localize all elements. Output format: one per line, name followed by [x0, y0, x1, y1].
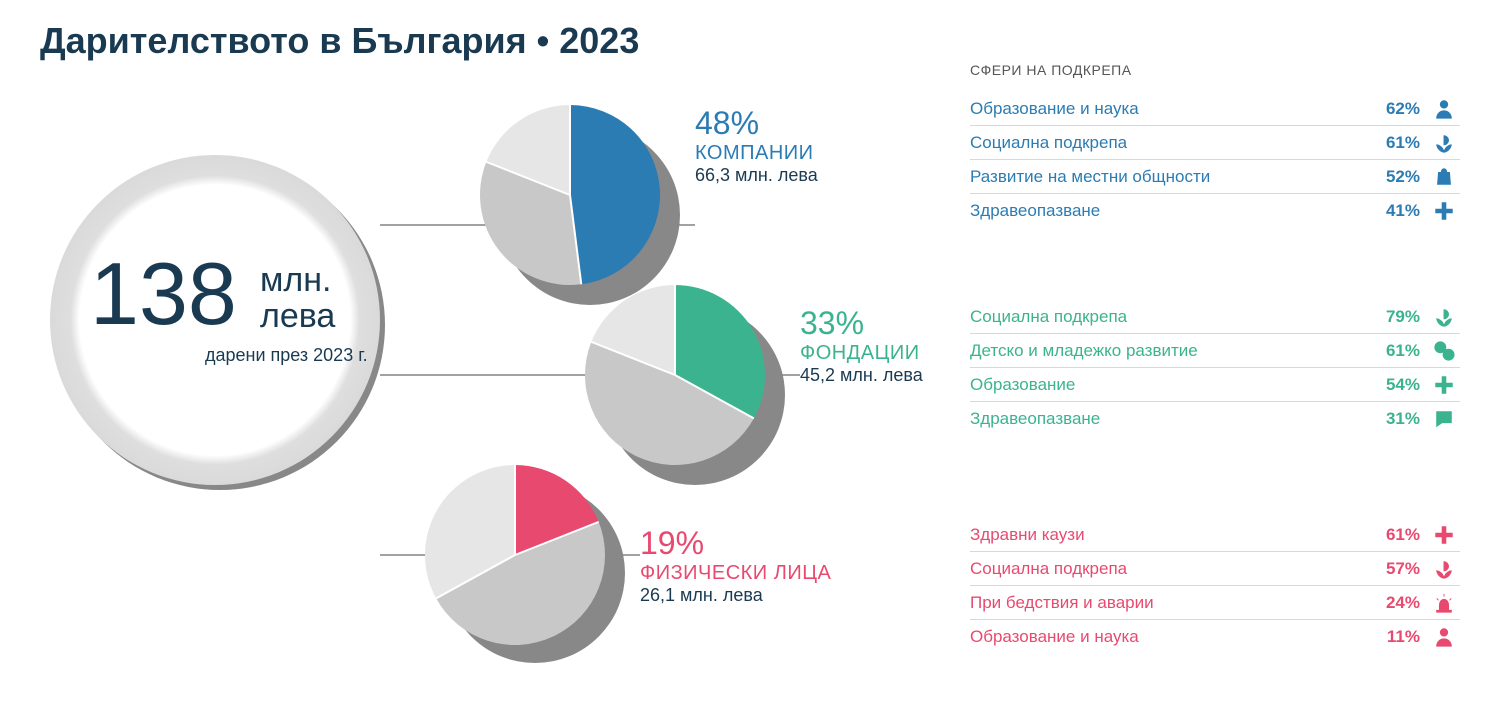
area-pct: 61% [1373, 525, 1428, 545]
smiles-icon [1428, 340, 1460, 362]
page-title: Дарителството в България • 2023 [40, 20, 639, 62]
area-label: Социална подкрепа [970, 307, 1373, 327]
plant-icon [1428, 132, 1460, 154]
areas-header: СФЕРИ НА ПОДКРЕПА [970, 62, 1132, 78]
area-label: Здравеопазване [970, 201, 1373, 221]
area-pct: 11% [1373, 627, 1428, 647]
donor-label-individuals: 19%ФИЗИЧЕСКИ ЛИЦА26,1 млн. лева [640, 525, 831, 606]
area-label: Детско и младежко развитие [970, 341, 1373, 361]
pie-chart-individuals [425, 465, 605, 645]
area-row: Развитие на местни общности52% [970, 160, 1460, 194]
pie-chart-companies [480, 105, 660, 285]
donor-name: ФИЗИЧЕСКИ ЛИЦА [640, 562, 831, 585]
plant-icon [1428, 306, 1460, 328]
area-label: Развитие на местни общности [970, 167, 1373, 187]
plant-icon [1428, 558, 1460, 580]
main-total-circle: 138 млн.лева дарени през 2023 г. [50, 155, 380, 485]
area-label: Здравеопазване [970, 409, 1373, 429]
area-row: Социална подкрепа79% [970, 300, 1460, 334]
total-subnote: дарени през 2023 г. [205, 345, 368, 366]
plus-icon [1428, 524, 1460, 546]
area-label: Здравни каузи [970, 525, 1373, 545]
siren-icon [1428, 592, 1460, 614]
donor-percent: 19% [640, 525, 831, 562]
areas-block-individuals: Здравни каузи61%Социална подкрепа57%При … [970, 518, 1460, 654]
area-pct: 57% [1373, 559, 1428, 579]
area-pct: 41% [1373, 201, 1428, 221]
area-row: Здравни каузи61% [970, 518, 1460, 552]
area-row: Здравеопазване41% [970, 194, 1460, 228]
area-pct: 61% [1373, 341, 1428, 361]
areas-block-companies: Образование и наука62%Социална подкрепа6… [970, 92, 1460, 228]
area-pct: 79% [1373, 307, 1428, 327]
area-label: Социална подкрепа [970, 559, 1373, 579]
area-row: Образование и наука62% [970, 92, 1460, 126]
area-pct: 31% [1373, 409, 1428, 429]
person-icon [1428, 98, 1460, 120]
speech-icon [1428, 408, 1460, 430]
area-label: При бедствия и аварии [970, 593, 1373, 613]
area-pct: 62% [1373, 99, 1428, 119]
plus-icon [1428, 374, 1460, 396]
donor-name: КОМПАНИИ [695, 142, 818, 165]
donor-name: ФОНДАЦИИ [800, 342, 923, 365]
area-label: Образование [970, 375, 1373, 395]
area-label: Образование и наука [970, 99, 1373, 119]
bag-icon [1428, 166, 1460, 188]
area-pct: 54% [1373, 375, 1428, 395]
donor-label-companies: 48%КОМПАНИИ66,3 млн. лева [695, 105, 818, 186]
pie-chart-foundations [585, 285, 765, 465]
area-row: Образование54% [970, 368, 1460, 402]
area-label: Социална подкрепа [970, 133, 1373, 153]
total-unit: млн.лева [260, 263, 335, 334]
person-icon [1428, 626, 1460, 648]
area-row: При бедствия и аварии24% [970, 586, 1460, 620]
area-row: Социална подкрепа61% [970, 126, 1460, 160]
area-label: Образование и наука [970, 627, 1373, 647]
areas-block-foundations: Социална подкрепа79%Детско и младежко ра… [970, 300, 1460, 436]
donor-amount: 45,2 млн. лева [800, 365, 923, 386]
plus-icon [1428, 200, 1460, 222]
donor-amount: 66,3 млн. лева [695, 165, 818, 186]
area-pct: 24% [1373, 593, 1428, 613]
donor-label-foundations: 33%ФОНДАЦИИ45,2 млн. лева [800, 305, 923, 386]
area-row: Детско и младежко развитие61% [970, 334, 1460, 368]
total-number: 138 [90, 250, 237, 338]
donor-percent: 48% [695, 105, 818, 142]
donor-amount: 26,1 млн. лева [640, 585, 831, 606]
donor-percent: 33% [800, 305, 923, 342]
area-row: Социална подкрепа57% [970, 552, 1460, 586]
area-row: Образование и наука11% [970, 620, 1460, 654]
area-row: Здравеопазване31% [970, 402, 1460, 436]
area-pct: 52% [1373, 167, 1428, 187]
area-pct: 61% [1373, 133, 1428, 153]
